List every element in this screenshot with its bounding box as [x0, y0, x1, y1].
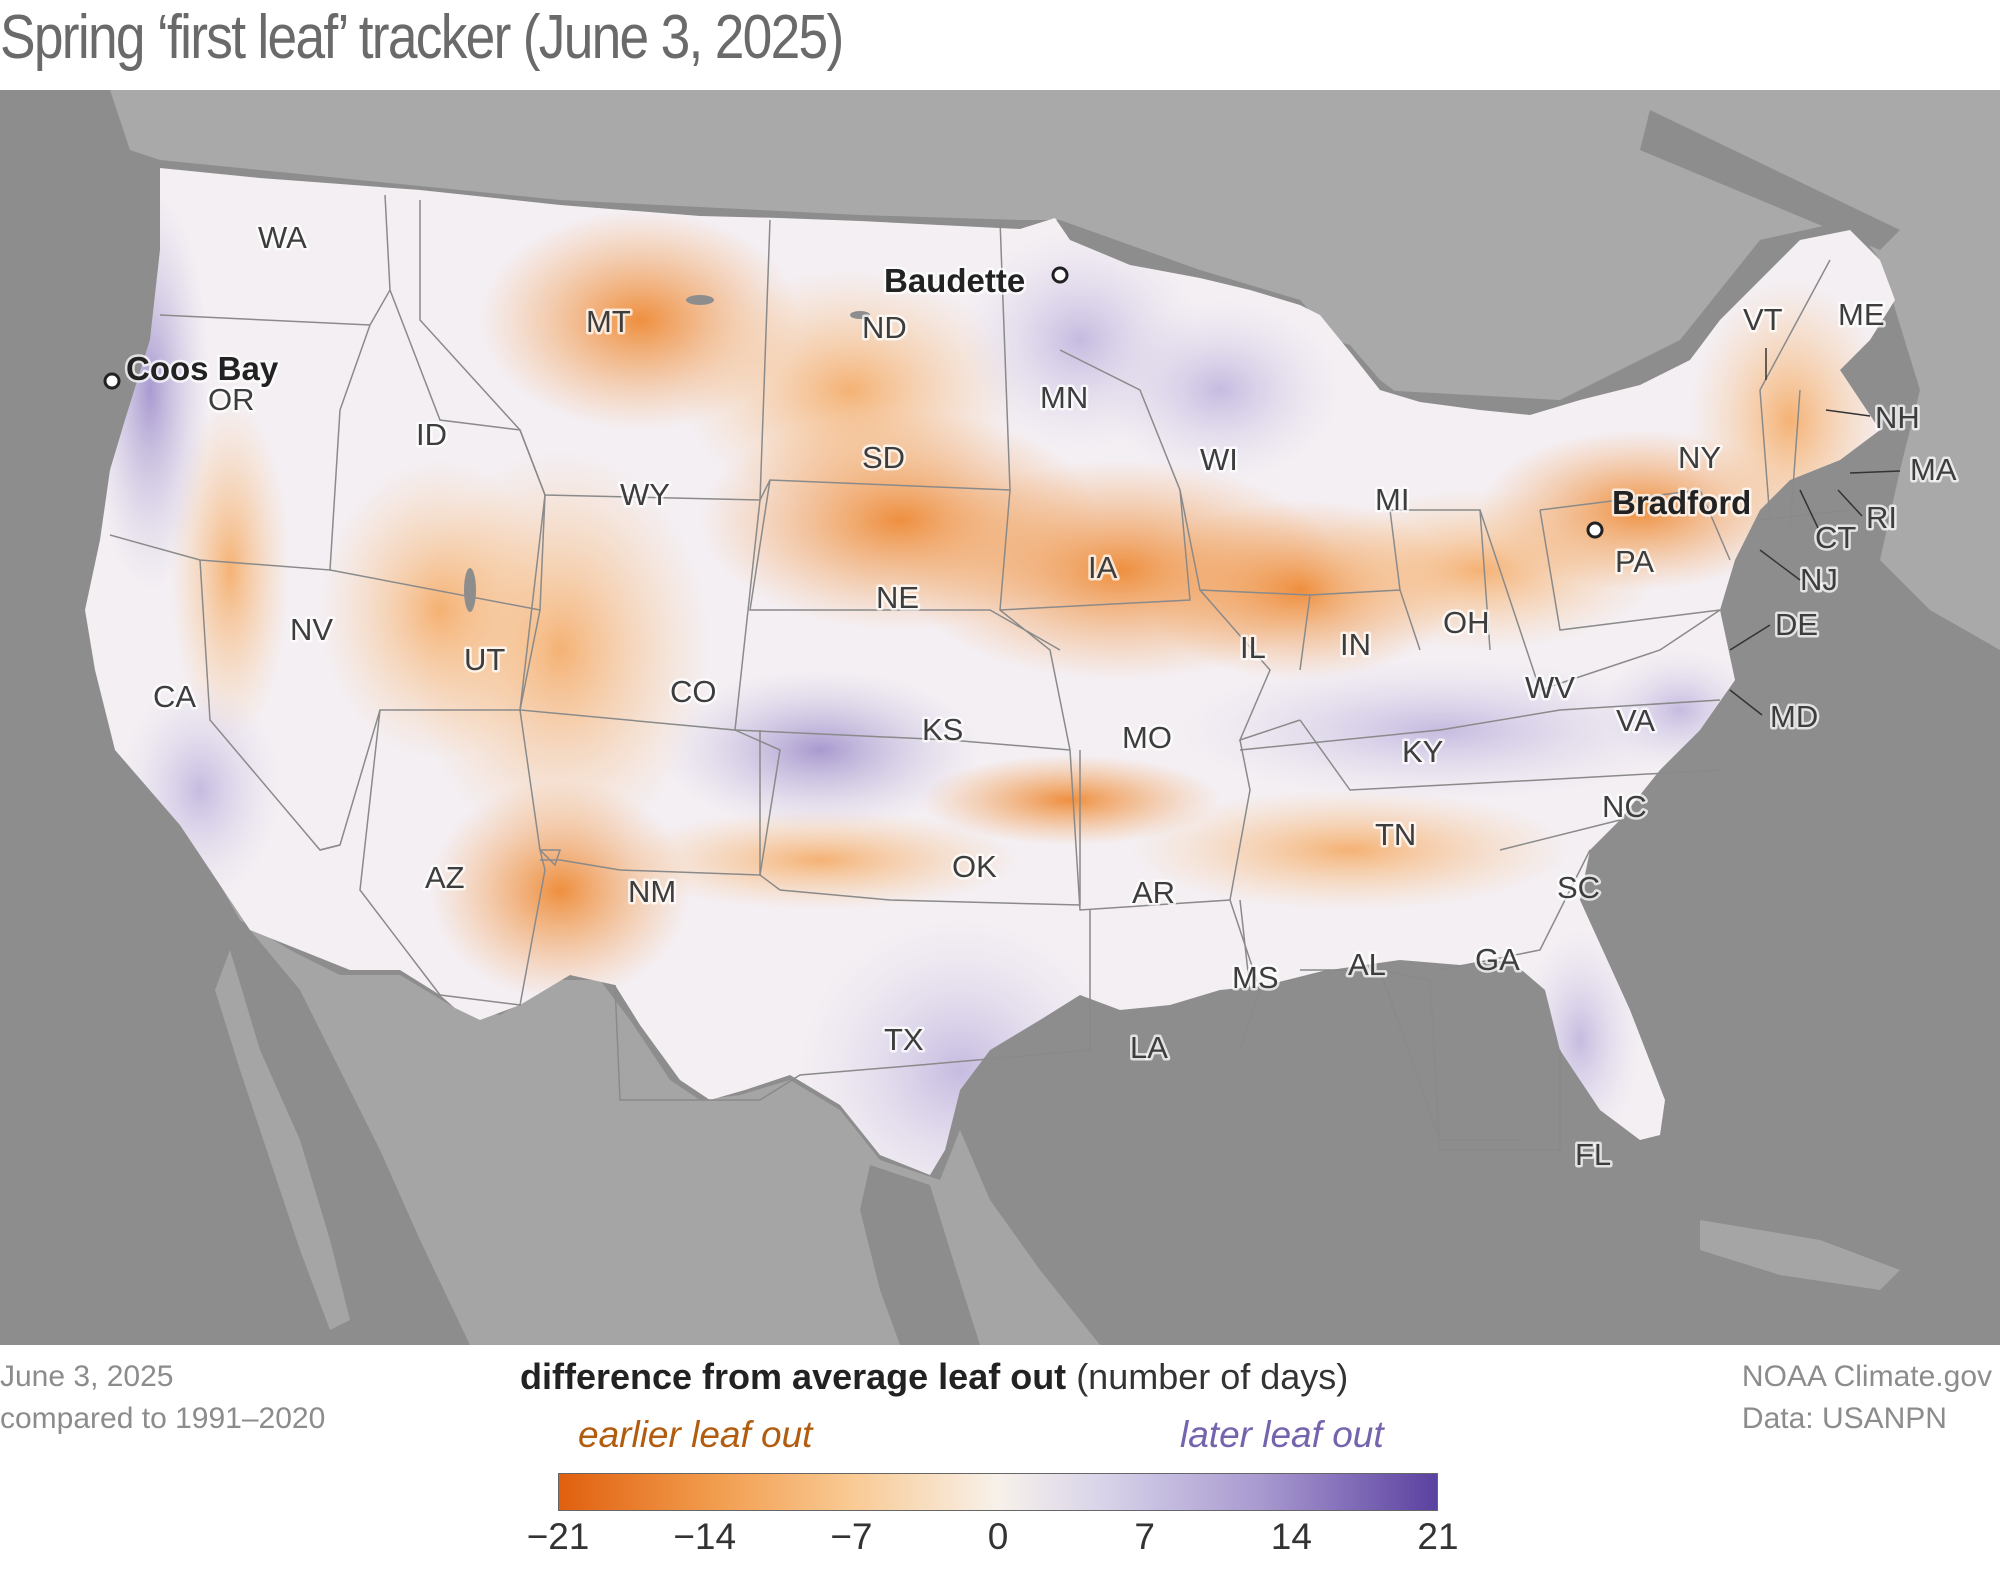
state-label-nc: NC: [1602, 789, 1647, 824]
city-marker-icon: [1051, 266, 1069, 284]
legend-tick-label: 21: [1417, 1516, 1459, 1557]
state-label-de: DE: [1775, 607, 1818, 642]
state-label-ok: OK: [952, 849, 997, 884]
state-label-id: ID: [416, 417, 447, 452]
legend-tick-label: −21: [526, 1516, 590, 1557]
state-label-ga: GA: [1475, 942, 1520, 977]
state-label-wa: WA: [258, 220, 307, 255]
footer-date: June 3, 2025: [0, 1360, 174, 1393]
legend-tick-label: −14: [673, 1516, 737, 1557]
state-label-ut: UT: [464, 642, 505, 677]
city-label: Coos Bay: [126, 350, 279, 387]
legend-tick-label: 14: [1270, 1516, 1312, 1557]
state-label-md: MD: [1770, 699, 1818, 734]
state-label-wy: WY: [620, 477, 670, 512]
state-label-in: IN: [1340, 627, 1371, 662]
state-label-az: AZ: [425, 860, 465, 895]
state-label-la: LA: [1130, 1030, 1168, 1065]
state-label-mi: MI: [1375, 482, 1409, 517]
state-label-co: CO: [670, 674, 717, 709]
map-title: Spring ‘first leaf’ tracker (June 3, 202…: [0, 3, 844, 72]
state-label-nm: NM: [628, 874, 676, 909]
legend-earlier-label: earlier leaf out: [578, 1414, 813, 1455]
state-label-sc: SC: [1557, 870, 1600, 905]
legend-tick-label: −7: [830, 1516, 873, 1557]
city-marker-icon: [1586, 521, 1604, 539]
state-label-nd: ND: [862, 310, 907, 345]
state-label-ia: IA: [1088, 550, 1118, 585]
footer-source-info: NOAA Climate.gov Data: USANPN: [1742, 1356, 1992, 1440]
city-coos-bay[interactable]: Coos Bay: [103, 348, 281, 390]
city-marker-icon: [103, 372, 121, 390]
state-label-or: OR: [208, 382, 255, 417]
state-label-tx: TX: [884, 1022, 924, 1057]
state-label-wi: WI: [1200, 442, 1238, 477]
state-label-wv: WV: [1525, 670, 1575, 705]
state-label-ct: CT: [1815, 520, 1856, 555]
city-baudette[interactable]: Baudette: [882, 260, 1069, 302]
state-label-mo: MO: [1122, 720, 1172, 755]
legend-tick-label: 0: [987, 1516, 1009, 1557]
state-label-ar: AR: [1132, 875, 1175, 910]
map-canvas[interactable]: WA OR CA ID NV MT WY UT AZ CO NM ND SD N…: [0, 90, 2000, 1345]
footer-baseline: compared to 1991–2020: [0, 1402, 326, 1435]
state-label-mn: MN: [1040, 380, 1088, 415]
state-label-oh: OH: [1443, 605, 1490, 640]
state-label-ny: NY: [1678, 440, 1721, 475]
state-label-me: ME: [1838, 297, 1885, 332]
state-label-ma: MA: [1910, 452, 1957, 487]
city-bradford[interactable]: Bradford: [1586, 482, 1754, 539]
lakes: [464, 295, 870, 612]
state-label-pa: PA: [1615, 544, 1654, 579]
state-label-sd: SD: [862, 440, 905, 475]
state-label-ri: RI: [1866, 500, 1897, 535]
legend-tick-label: 7: [1134, 1516, 1155, 1557]
state-label-nh: NH: [1875, 400, 1920, 435]
leader-lines: [1729, 348, 1901, 716]
state-borders: [109, 194, 1851, 1151]
legend-title: difference from average leaf out (number…: [520, 1356, 1348, 1398]
legend-later-label: later leaf out: [1180, 1414, 1384, 1455]
state-label-ca: CA: [153, 679, 196, 714]
state-label-mt: MT: [586, 304, 631, 339]
state-label-ky: KY: [1402, 734, 1443, 769]
state-label-ks: KS: [922, 712, 963, 747]
state-label-vt: VT: [1743, 302, 1783, 337]
legend-title-main: difference from average leaf out: [520, 1356, 1067, 1397]
city-label: Bradford: [1612, 484, 1751, 521]
state-label-ms: MS: [1232, 960, 1279, 995]
map-panel[interactable]: WA OR CA ID NV MT WY UT AZ CO NM ND SD N…: [0, 90, 2000, 1345]
footer-publisher: NOAA Climate.gov: [1741, 1360, 1992, 1393]
legend-colorbar: [558, 1473, 1438, 1511]
state-label-tn: TN: [1375, 817, 1416, 852]
state-label-nv: NV: [290, 612, 333, 647]
state-label-al: AL: [1348, 947, 1386, 982]
state-label-va: VA: [1616, 703, 1655, 738]
footer-date-info: June 3, 2025 compared to 1991–2020: [0, 1356, 325, 1440]
state-label-nj: NJ: [1800, 562, 1838, 597]
state-label-ne: NE: [876, 580, 919, 615]
state-label-il: IL: [1240, 630, 1266, 665]
state-labels: WA OR CA ID NV MT WY UT AZ CO NM ND SD N…: [151, 218, 1960, 1175]
city-label: Baudette: [884, 262, 1025, 299]
state-label-fl: FL: [1575, 1137, 1611, 1172]
legend-title-unit: (number of days): [1076, 1356, 1349, 1397]
footer-data-source: Data: USANPN: [1741, 1402, 1947, 1435]
